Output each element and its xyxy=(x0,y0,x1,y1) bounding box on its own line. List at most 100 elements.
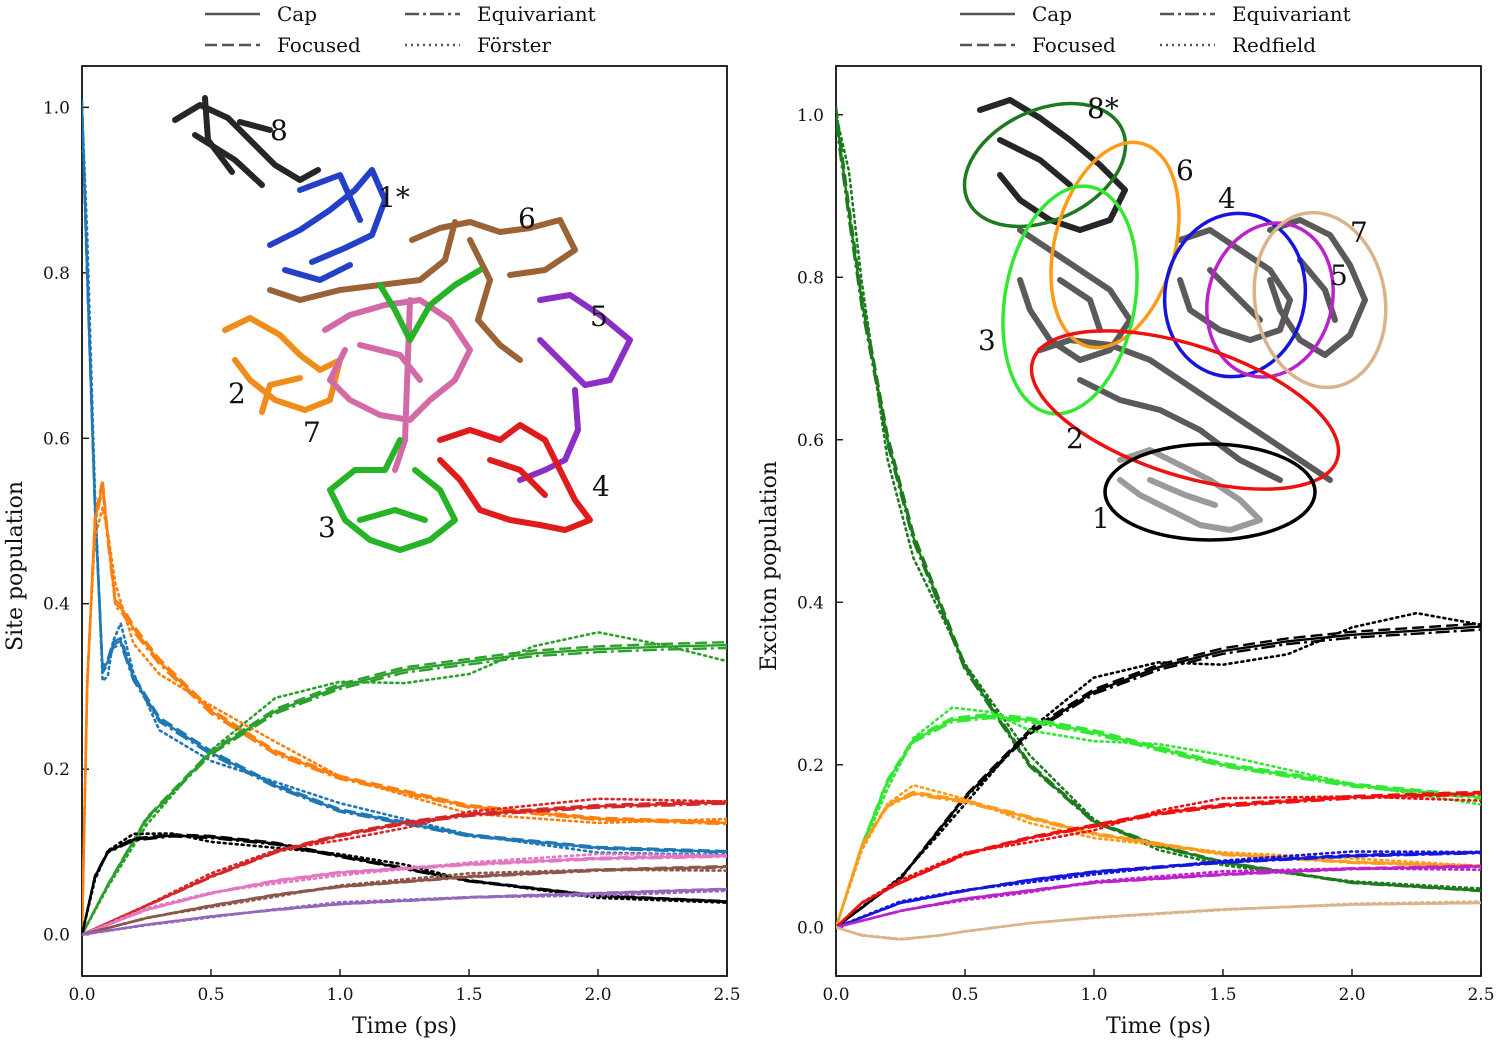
series-7-redfield-line xyxy=(836,867,1481,929)
series-2-focused-line xyxy=(836,622,1481,929)
series-8-redfield-line xyxy=(836,900,1481,941)
series-2-cap-line xyxy=(836,625,1481,929)
series-3-redfield-line xyxy=(836,706,1481,929)
x-tick-label: 0.5 xyxy=(197,985,224,1005)
x-tick-label: 1.5 xyxy=(1209,985,1236,1005)
series-5-redfield-line xyxy=(836,795,1481,929)
right-legend: Cap Focused Equivariant Redfield xyxy=(960,2,1351,57)
site-label: 3 xyxy=(978,324,996,357)
x-tick-label: 1.0 xyxy=(326,985,353,1005)
legend-label: Equivariant xyxy=(1232,2,1351,26)
series-2-focused-line xyxy=(82,478,727,935)
series-5-frster-line xyxy=(82,797,727,936)
series-3-frster-line xyxy=(82,630,727,936)
series-4-redfield-line xyxy=(836,783,1481,929)
series-2-redfield-line xyxy=(836,611,1481,929)
series-3-equivariant-line xyxy=(82,646,727,936)
legend-label: Focused xyxy=(277,33,361,57)
series-2-equivariant-line xyxy=(82,487,727,935)
site-label: 4 xyxy=(592,470,610,503)
left-chart: 8 1* 6 5 2 7 4 3 0.0 0.5 1.0 1.5 2.0 2.5 0.0 0.2 0.4 0.6… xyxy=(3,65,741,1039)
site-label: 5 xyxy=(590,300,608,333)
series-1-frster-line xyxy=(82,106,727,857)
series-6-frster-line xyxy=(82,852,727,936)
series-4-frster-line xyxy=(82,832,727,936)
series-8-focused-line xyxy=(836,901,1481,941)
series-1-cap-line xyxy=(82,107,727,854)
x-tick-label: 2.5 xyxy=(713,985,740,1005)
right-series xyxy=(836,106,1481,941)
series-8-equivariant-line xyxy=(836,901,1481,941)
site-label: 6 xyxy=(1176,154,1194,187)
right-grid-and-axes: 0.0 0.5 1.0 1.5 2.0 2.5 0.0 0.2 0.4 0.6 0.8 1.0 Time… xyxy=(757,65,1495,1039)
site-label: 7 xyxy=(1350,216,1368,249)
site-label: 8* xyxy=(1087,92,1119,125)
site-label: 3 xyxy=(318,511,336,544)
series-2-frster-line xyxy=(82,506,727,936)
series-6-equivariant-line xyxy=(82,855,727,936)
y-tick-label: 0.8 xyxy=(43,264,70,284)
series-8-cap-line xyxy=(836,901,1481,941)
x-tick-label: 2.5 xyxy=(1467,985,1494,1005)
series-1-equivariant-line xyxy=(82,115,727,854)
legend-label: Förster xyxy=(477,33,552,57)
series-5-focused-line xyxy=(836,790,1481,929)
left-grid-and-axes: 0.0 0.5 1.0 1.5 2.0 2.5 0.0 0.2 0.4 0.6 0.8 1.0 Time… xyxy=(3,65,741,1039)
series-2-equivariant-line xyxy=(836,628,1481,929)
legends: Cap Focused Equivariant Förster Cap Focused Eq… xyxy=(205,2,1351,57)
site-label: 2 xyxy=(228,377,246,410)
legend-label: Cap xyxy=(277,2,317,26)
left-site-labels: 8 1* 6 5 2 7 4 3 xyxy=(228,114,610,544)
y-tick-label: 0.2 xyxy=(797,756,824,776)
left-x-axis-label: Time (ps) xyxy=(352,1014,457,1039)
right-chart: 8* 64 75 3 2 1 0.0 0.5 1.0 1.5 2.0 2.5 0.0 0.2 0.4 0.6… xyxy=(757,65,1495,1039)
series-7-frster-line xyxy=(82,868,727,936)
y-tick-label: 0.8 xyxy=(797,268,824,288)
series-5-equivariant-line xyxy=(836,793,1481,929)
x-tick-label: 0.0 xyxy=(822,985,849,1005)
y-tick-label: 0.4 xyxy=(797,593,824,613)
series-6-focused-line xyxy=(82,854,727,936)
site-label: 4 xyxy=(1218,182,1236,215)
x-tick-label: 1.0 xyxy=(1080,985,1107,1005)
series-1-redfield-line xyxy=(836,113,1481,890)
site-label: 7 xyxy=(303,416,321,449)
x-tick-label: 1.5 xyxy=(455,985,482,1005)
y-tick-label: 0.6 xyxy=(43,429,70,449)
legend-label: Cap xyxy=(1032,2,1072,26)
right-structure-inset: 8* 64 75 3 2 1 xyxy=(962,92,1388,542)
left-y-axis-label: Site population xyxy=(3,481,28,651)
right-plot-frame xyxy=(835,65,1482,977)
site-label: 8 xyxy=(270,114,288,147)
legend-label: Focused xyxy=(1032,33,1116,57)
site-label: 1* xyxy=(378,181,410,214)
right-y-axis-label: Exciton population xyxy=(757,461,782,671)
series-6-redfield-line xyxy=(836,850,1481,929)
y-tick-label: 0.0 xyxy=(797,918,824,938)
left-structure-inset: 8 1* 6 5 2 7 4 3 xyxy=(172,95,633,553)
series-5-equivariant-line xyxy=(82,802,727,936)
x-tick-label: 2.0 xyxy=(1338,985,1365,1005)
site-label: 5 xyxy=(1330,259,1348,292)
left-plot-frame xyxy=(81,65,728,977)
y-tick-label: 0.0 xyxy=(43,926,70,946)
legend-label: Equivariant xyxy=(477,2,596,26)
legend-label: Redfield xyxy=(1232,33,1316,57)
site-label: 1 xyxy=(1092,502,1110,535)
right-site-labels: 8* 64 75 3 2 1 xyxy=(978,92,1368,535)
series-8-equivariant-line xyxy=(82,888,727,936)
series-1-focused-line xyxy=(836,106,1481,892)
y-tick-label: 1.0 xyxy=(797,106,824,126)
y-tick-label: 0.2 xyxy=(43,760,70,780)
site-label: 6 xyxy=(518,202,536,235)
site-label: 2 xyxy=(1066,422,1084,455)
y-tick-label: 1.0 xyxy=(43,98,70,118)
left-legend: Cap Focused Equivariant Förster xyxy=(205,2,596,57)
y-tick-label: 0.6 xyxy=(797,431,824,451)
left-series xyxy=(82,99,727,936)
x-tick-label: 0.0 xyxy=(68,985,95,1005)
x-tick-label: 2.0 xyxy=(584,985,611,1005)
x-tick-label: 0.5 xyxy=(951,985,978,1005)
series-8-frster-line xyxy=(82,889,727,936)
